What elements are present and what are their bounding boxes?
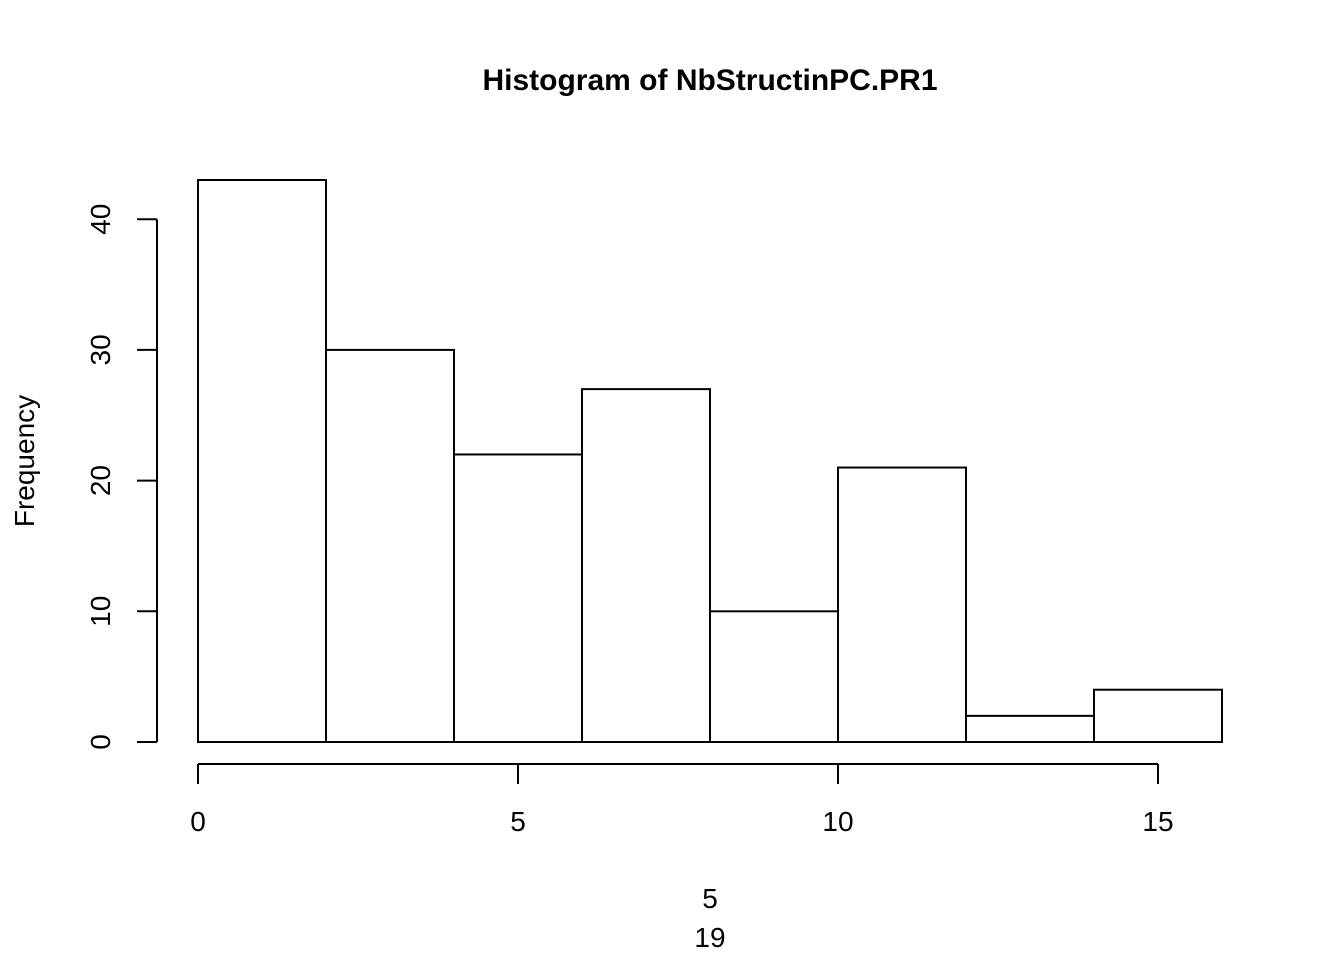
y-axis: 0 10 20 30 40 <box>85 204 158 750</box>
x-tick-label-3: 15 <box>1142 806 1173 837</box>
histogram-bar-0 <box>197 179 327 743</box>
histogram-bars <box>197 179 1223 744</box>
y-tick-label-4: 40 <box>85 204 116 235</box>
chart-title: Histogram of NbStructinPC.PR1 <box>482 64 937 97</box>
histogram-bar-3 <box>581 388 711 743</box>
x-tick-label-0: 0 <box>190 806 206 837</box>
x-axis-label-line-1: 5 <box>702 883 718 914</box>
x-axis: 0 5 10 15 <box>190 763 1174 837</box>
y-axis-label: Frequency <box>9 395 40 527</box>
y-tick-label-0: 0 <box>85 734 116 750</box>
histogram-bar-6 <box>965 714 1095 744</box>
histogram-bar-4 <box>709 610 839 743</box>
histogram-bar-1 <box>325 348 455 743</box>
x-axis-label-line-2: 19 <box>694 922 725 953</box>
x-tick-label-2: 10 <box>822 806 853 837</box>
y-tick-label-3: 30 <box>85 334 116 365</box>
histogram-bar-7 <box>1093 688 1223 744</box>
histogram-bar-5 <box>837 466 967 743</box>
histogram-bar-2 <box>453 453 583 743</box>
x-tick-label-1: 5 <box>510 806 526 837</box>
y-tick-label-2: 20 <box>85 465 116 496</box>
y-tick-label-1: 10 <box>85 596 116 627</box>
